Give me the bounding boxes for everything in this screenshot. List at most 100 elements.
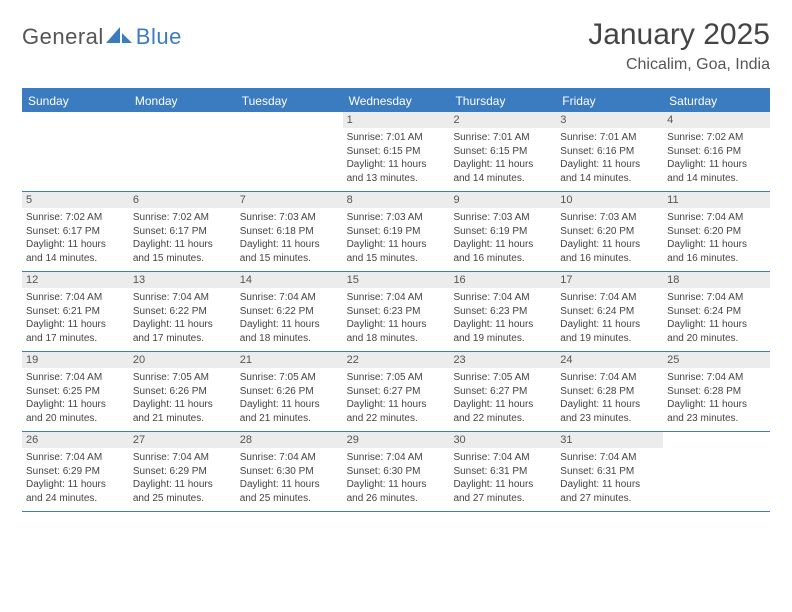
day-info-line: and 24 minutes. — [26, 492, 125, 506]
title-block: January 2025 Chicalim, Goa, India — [588, 18, 770, 74]
logo-sail-icon — [106, 25, 132, 50]
day-info-line: Sunset: 6:30 PM — [347, 465, 446, 479]
day-info: Sunrise: 7:04 AMSunset: 6:29 PMDaylight:… — [129, 451, 236, 505]
day-cell — [22, 112, 129, 191]
day-info-line: Daylight: 11 hours — [667, 158, 766, 172]
week-row: 5Sunrise: 7:02 AMSunset: 6:17 PMDaylight… — [22, 192, 770, 272]
day-info: Sunrise: 7:03 AMSunset: 6:19 PMDaylight:… — [343, 211, 450, 265]
day-cell: 8Sunrise: 7:03 AMSunset: 6:19 PMDaylight… — [343, 192, 450, 271]
day-info-line: Sunrise: 7:04 AM — [667, 211, 766, 225]
day-number: 28 — [236, 432, 343, 448]
day-info-line: Sunset: 6:22 PM — [133, 305, 232, 319]
day-info-line: Sunset: 6:26 PM — [240, 385, 339, 399]
calendar-grid: Sunday Monday Tuesday Wednesday Thursday… — [22, 88, 770, 512]
day-info-line: Sunset: 6:19 PM — [347, 225, 446, 239]
day-info-line: Sunset: 6:19 PM — [453, 225, 552, 239]
day-info-line: Daylight: 11 hours — [667, 398, 766, 412]
day-info: Sunrise: 7:05 AMSunset: 6:26 PMDaylight:… — [129, 371, 236, 425]
day-info-line: Daylight: 11 hours — [453, 478, 552, 492]
day-info-line: Sunset: 6:16 PM — [560, 145, 659, 159]
day-info-line: and 14 minutes. — [560, 172, 659, 186]
day-info: Sunrise: 7:02 AMSunset: 6:17 PMDaylight:… — [129, 211, 236, 265]
day-info-line: Daylight: 11 hours — [347, 478, 446, 492]
day-info-line: Sunset: 6:29 PM — [133, 465, 232, 479]
day-info-line: Daylight: 11 hours — [133, 478, 232, 492]
day-info: Sunrise: 7:03 AMSunset: 6:19 PMDaylight:… — [449, 211, 556, 265]
day-number: 1 — [343, 112, 450, 128]
day-info-line: Sunrise: 7:04 AM — [347, 451, 446, 465]
day-info-line: Sunrise: 7:01 AM — [347, 131, 446, 145]
day-info-line: and 21 minutes. — [240, 412, 339, 426]
day-cell: 27Sunrise: 7:04 AMSunset: 6:29 PMDayligh… — [129, 432, 236, 511]
day-info-line: and 14 minutes. — [26, 252, 125, 266]
day-number: 4 — [663, 112, 770, 128]
day-info-line: and 22 minutes. — [453, 412, 552, 426]
day-info: Sunrise: 7:05 AMSunset: 6:27 PMDaylight:… — [343, 371, 450, 425]
day-info-line: Sunset: 6:31 PM — [453, 465, 552, 479]
day-info-line: and 13 minutes. — [347, 172, 446, 186]
day-info-line: Sunset: 6:17 PM — [133, 225, 232, 239]
day-cell: 22Sunrise: 7:05 AMSunset: 6:27 PMDayligh… — [343, 352, 450, 431]
day-info-line: Sunset: 6:16 PM — [667, 145, 766, 159]
day-cell: 13Sunrise: 7:04 AMSunset: 6:22 PMDayligh… — [129, 272, 236, 351]
day-info-line: Daylight: 11 hours — [26, 238, 125, 252]
day-info-line: Sunset: 6:28 PM — [667, 385, 766, 399]
day-info: Sunrise: 7:04 AMSunset: 6:23 PMDaylight:… — [449, 291, 556, 345]
day-number: 16 — [449, 272, 556, 288]
week-row: 12Sunrise: 7:04 AMSunset: 6:21 PMDayligh… — [22, 272, 770, 352]
day-info: Sunrise: 7:04 AMSunset: 6:22 PMDaylight:… — [236, 291, 343, 345]
day-info-line: Daylight: 11 hours — [26, 318, 125, 332]
day-info-line: Sunset: 6:23 PM — [453, 305, 552, 319]
day-info-line: Sunset: 6:23 PM — [347, 305, 446, 319]
day-info-line: Daylight: 11 hours — [347, 318, 446, 332]
day-info-line: and 21 minutes. — [133, 412, 232, 426]
day-info-line: and 18 minutes. — [240, 332, 339, 346]
day-cell: 20Sunrise: 7:05 AMSunset: 6:26 PMDayligh… — [129, 352, 236, 431]
day-info-line: Sunrise: 7:02 AM — [133, 211, 232, 225]
day-header-fri: Friday — [556, 90, 663, 112]
day-info-line: Daylight: 11 hours — [453, 398, 552, 412]
day-number: 26 — [22, 432, 129, 448]
day-cell — [663, 432, 770, 511]
day-cell — [129, 112, 236, 191]
day-info: Sunrise: 7:04 AMSunset: 6:24 PMDaylight:… — [556, 291, 663, 345]
day-cell: 24Sunrise: 7:04 AMSunset: 6:28 PMDayligh… — [556, 352, 663, 431]
day-info-line: Sunset: 6:27 PM — [453, 385, 552, 399]
day-info-line: and 15 minutes. — [240, 252, 339, 266]
day-cell: 6 Sunrise: 7:02 AMSunset: 6:17 PMDaylight… — [129, 192, 236, 271]
day-info: Sunrise: 7:03 AMSunset: 6:18 PMDaylight:… — [236, 211, 343, 265]
day-cell: 16 Sunrise: 7:04 AMSunset: 6:23 PMDayligh… — [449, 272, 556, 351]
day-number: 6 — [129, 192, 236, 208]
location-text: Chicalim, Goa, India — [588, 56, 770, 74]
day-info-line: Sunrise: 7:04 AM — [240, 451, 339, 465]
day-info-line: Sunset: 6:18 PM — [240, 225, 339, 239]
day-info-line: Daylight: 11 hours — [240, 478, 339, 492]
week-row: 19Sunrise: 7:04 AMSunset: 6:25 PMDayligh… — [22, 352, 770, 432]
day-info-line: Sunrise: 7:05 AM — [133, 371, 232, 385]
day-info-line: and 23 minutes. — [667, 412, 766, 426]
day-info-line: Daylight: 11 hours — [133, 318, 232, 332]
day-header-sat: Saturday — [663, 90, 770, 112]
day-number: 30 — [449, 432, 556, 448]
day-info: Sunrise: 7:04 AMSunset: 6:30 PMDaylight:… — [236, 451, 343, 505]
day-cell: 15Sunrise: 7:04 AMSunset: 6:23 PMDayligh… — [343, 272, 450, 351]
day-number — [129, 112, 236, 128]
day-info-line: and 16 minutes. — [560, 252, 659, 266]
day-info-line: Daylight: 11 hours — [560, 238, 659, 252]
day-info-line: Daylight: 11 hours — [240, 318, 339, 332]
day-number: 25 — [663, 352, 770, 368]
day-info: Sunrise: 7:04 AMSunset: 6:30 PMDaylight:… — [343, 451, 450, 505]
day-info-line: Sunrise: 7:04 AM — [26, 291, 125, 305]
day-cell: 4Sunrise: 7:02 AMSunset: 6:16 PMDaylight… — [663, 112, 770, 191]
day-header-wed: Wednesday — [343, 90, 450, 112]
day-cell: 14Sunrise: 7:04 AMSunset: 6:22 PMDayligh… — [236, 272, 343, 351]
day-cell: 21Sunrise: 7:05 AMSunset: 6:26 PMDayligh… — [236, 352, 343, 431]
logo: General Blue — [22, 18, 182, 50]
day-info-line: Sunset: 6:25 PM — [26, 385, 125, 399]
day-info-line: Daylight: 11 hours — [667, 318, 766, 332]
day-info-line: Sunrise: 7:04 AM — [347, 291, 446, 305]
day-info-line: and 26 minutes. — [347, 492, 446, 506]
day-number: 23 — [449, 352, 556, 368]
day-cell: 2Sunrise: 7:01 AMSunset: 6:15 PMDaylight… — [449, 112, 556, 191]
day-cell: 11Sunrise: 7:04 AMSunset: 6:20 PMDayligh… — [663, 192, 770, 271]
